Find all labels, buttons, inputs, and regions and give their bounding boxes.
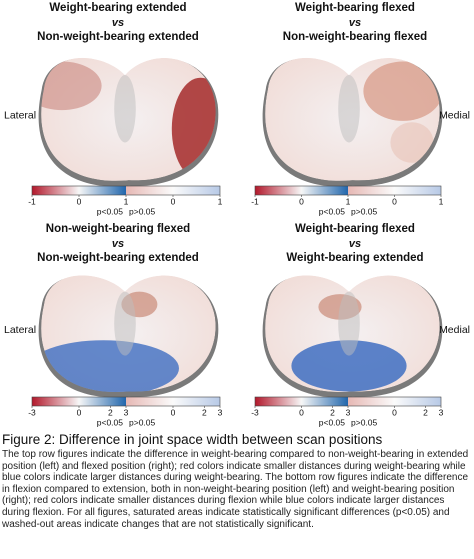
colorbar-tick-label: 0 xyxy=(299,407,304,417)
panel-title: Non-weight-bearing extended xyxy=(37,31,199,43)
panel-vs: vs xyxy=(349,17,361,29)
panel-title: Weight-bearing flexed xyxy=(295,223,415,235)
surface-region xyxy=(41,61,102,111)
surface-map xyxy=(265,57,440,181)
surface-region xyxy=(390,122,434,163)
caption-title: Figure 2: Difference in joint space widt… xyxy=(2,432,383,447)
panel-vs: vs xyxy=(112,238,124,250)
significance-label: p<0.05 xyxy=(97,417,124,427)
surface-region xyxy=(363,61,440,121)
side-label: Medial xyxy=(439,324,470,336)
colorbar-nonsignificant xyxy=(126,186,220,195)
surface-map xyxy=(265,275,440,393)
surface-shade xyxy=(114,291,136,356)
significance-label: p<0.05 xyxy=(97,206,124,216)
panel-vs: vs xyxy=(349,238,361,250)
panel-title: Weight-bearing extended xyxy=(49,2,186,14)
panel: Weight-bearing flexed vs Non-weight-bearin… xyxy=(251,2,470,216)
panel-title: Non-weight-bearing flexed xyxy=(283,31,427,43)
panel-vs: vs xyxy=(112,17,124,29)
colorbar-tick-label: 0 xyxy=(171,407,176,417)
colorbar-tick-label: 0 xyxy=(171,196,176,206)
colorbar-significant xyxy=(255,186,348,195)
figure: Weight-bearing extendedvsNon-weight-bear… xyxy=(4,2,470,427)
significance-label: p<0.05 xyxy=(319,206,346,216)
caption: Figure 2: Difference in joint space widt… xyxy=(2,432,472,530)
panel: Non-weight-bearing flexed vs Non-weight-be… xyxy=(4,223,223,427)
side-label: Lateral xyxy=(4,324,36,336)
panel-title: Weight-bearing extended xyxy=(286,252,423,264)
colorbar-tick-label: 3 xyxy=(124,407,129,417)
colorbar-tick-label: 3 xyxy=(439,407,444,417)
colorbar-tick-label: -3 xyxy=(251,407,259,417)
significance-label: p>0.05 xyxy=(351,417,378,427)
colorbar-tick-label: 2 xyxy=(108,407,113,417)
colorbar-significant xyxy=(32,186,126,195)
panel: Weight-bearing extended vs Non-weight-bear… xyxy=(4,2,223,216)
colorbar-nonsignificant xyxy=(126,397,220,406)
colorbar-tick-label: 1 xyxy=(346,196,351,206)
colorbar-tick-label: 0 xyxy=(299,196,304,206)
colorbar-nonsignificant xyxy=(348,397,441,406)
colorbar-tick-label: 0 xyxy=(77,196,82,206)
significance-label: p>0.05 xyxy=(129,206,156,216)
side-label: Lateral xyxy=(4,109,36,121)
panel-title: Weight-bearing flexed xyxy=(295,2,415,14)
surface-region xyxy=(171,77,216,181)
surface-shade xyxy=(114,75,136,143)
colorbar-tick-label: 2 xyxy=(330,407,335,417)
colorbar-tick-label: 1 xyxy=(124,196,129,206)
significance-label: p<0.05 xyxy=(319,417,346,427)
surface-region xyxy=(291,340,407,392)
colorbar-significant xyxy=(32,397,126,406)
surface-shade xyxy=(338,75,360,143)
colorbar-tick-label: -3 xyxy=(28,407,36,417)
colorbar-tick-label: 0 xyxy=(392,407,397,417)
panel: Weight-bearing flexed vs Weight-bearing ex… xyxy=(251,223,470,427)
colorbar-tick-label: -1 xyxy=(251,196,259,206)
colorbar-significant xyxy=(255,397,348,406)
caption-text: The top row figures indicate the differe… xyxy=(2,449,469,530)
surface-shade xyxy=(338,291,360,356)
colorbar-tick-label: 0 xyxy=(392,196,397,206)
significance-label: p>0.05 xyxy=(351,206,378,216)
significance-label: p>0.05 xyxy=(129,417,156,427)
colorbar-nonsignificant xyxy=(348,186,441,195)
colorbar-tick-label: 2 xyxy=(202,407,207,417)
panel-title: Non-weight-bearing flexed xyxy=(46,223,190,235)
side-label: Medial xyxy=(439,109,470,121)
colorbar-tick-label: 1 xyxy=(218,196,223,206)
colorbar-tick-label: 3 xyxy=(346,407,351,417)
colorbar-tick-label: 2 xyxy=(423,407,428,417)
colorbar-tick-label: 3 xyxy=(218,407,223,417)
colorbar-tick-label: -1 xyxy=(28,196,36,206)
colorbar-tick-label: 1 xyxy=(439,196,444,206)
panel-title: Non-weight-bearing extended xyxy=(37,252,199,264)
colorbar-tick-label: 0 xyxy=(77,407,82,417)
